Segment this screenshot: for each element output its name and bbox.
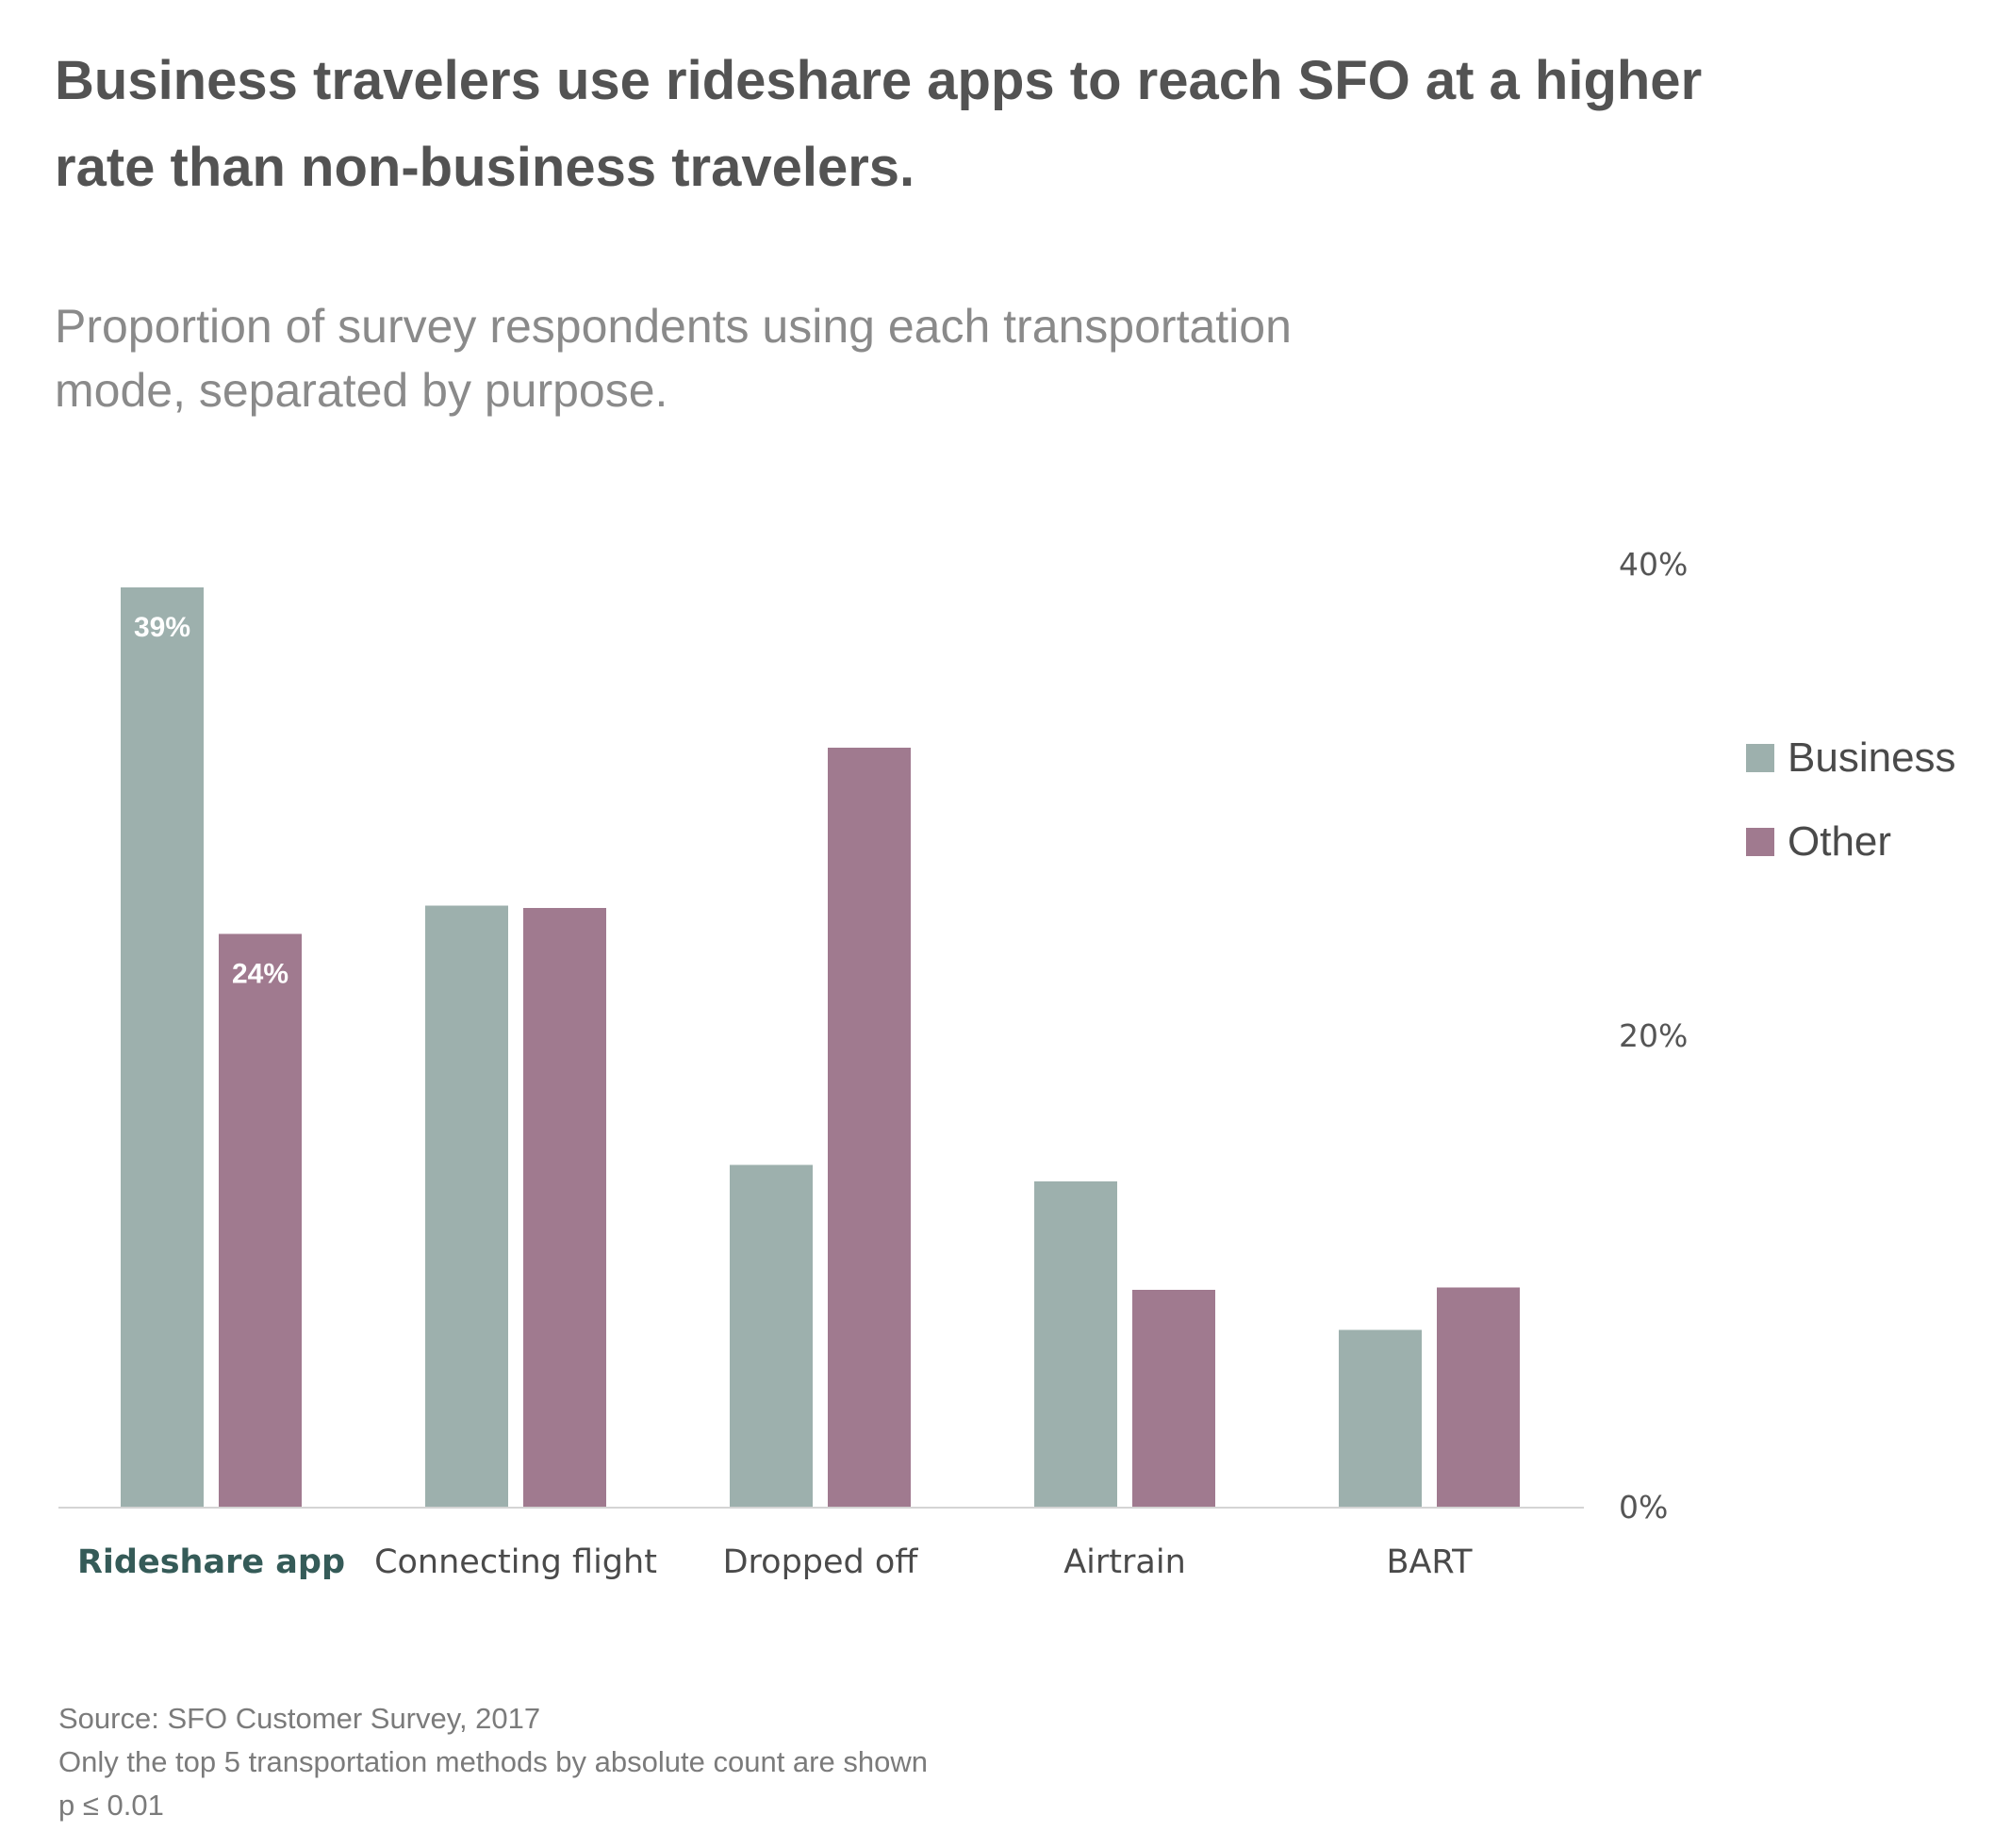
y-tick-label-20: 20% xyxy=(1619,1017,1688,1054)
legend-item-business: Business xyxy=(1746,730,1956,786)
methodology-note: Only the top 5 transportation methods by… xyxy=(58,1745,928,1778)
chart-legend: Business Other xyxy=(1746,730,1956,898)
legend-label-business: Business xyxy=(1788,734,1956,781)
category-label-connecting-flight: Connecting flight xyxy=(374,1543,657,1581)
significance-note: p ≤ 0.01 xyxy=(58,1789,164,1822)
bar-other-dropped-off xyxy=(828,748,911,1507)
bar-business-dropped-off xyxy=(730,1164,813,1507)
data-label-business-rideshare-app: 39% xyxy=(134,612,190,643)
bar-business-rideshare-app xyxy=(121,587,204,1507)
legend-label-other: Other xyxy=(1788,818,1892,865)
legend-item-other: Other xyxy=(1746,814,1956,870)
chart-title: Business travelers use rideshare apps to… xyxy=(55,50,1703,198)
chart-footer: Source: SFO Customer Survey, 2017 Only t… xyxy=(58,1697,928,1827)
bar-business-bart xyxy=(1339,1329,1422,1507)
legend-swatch-other xyxy=(1746,828,1774,856)
category-label-rideshare-app: Rideshare app xyxy=(77,1543,345,1581)
legend-swatch-business xyxy=(1746,744,1774,772)
data-label-other-rideshare-app: 24% xyxy=(232,959,288,990)
category-label-bart: BART xyxy=(1386,1543,1473,1581)
source-note: Source: SFO Customer Survey, 2017 xyxy=(58,1702,541,1735)
y-tick-label-40: 40% xyxy=(1619,546,1688,583)
chart-subtitle: Proportion of survey respondents using e… xyxy=(55,300,1292,417)
bar-other-rideshare-app xyxy=(219,933,302,1507)
category-label-airtrain: Airtrain xyxy=(1063,1543,1186,1581)
bar-other-airtrain xyxy=(1132,1290,1215,1507)
bar-business-airtrain xyxy=(1034,1181,1117,1507)
bar-other-bart xyxy=(1437,1287,1520,1507)
bar-other-connecting-flight xyxy=(523,908,606,1507)
y-tick-label-0: 0% xyxy=(1619,1489,1668,1526)
bar-business-connecting-flight xyxy=(425,905,508,1507)
category-label-dropped-off: Dropped off xyxy=(723,1543,919,1581)
